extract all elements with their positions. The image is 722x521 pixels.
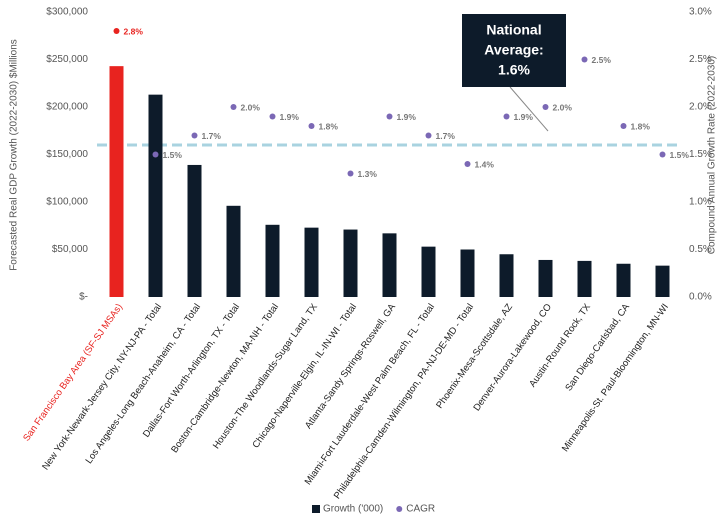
- cagr-point: [620, 123, 627, 129]
- bar: [460, 249, 475, 297]
- y2-tick-label: 2.0%: [689, 102, 712, 113]
- x-tick-label: Denver-Aurora-Lakewood, CO: [471, 302, 554, 413]
- cagr-point: [308, 123, 315, 129]
- point-label: 1.9%: [397, 112, 417, 122]
- point-label: 1.7%: [436, 131, 456, 141]
- legend-label: Growth ('000): [323, 504, 383, 515]
- bar: [148, 94, 163, 298]
- point-label: 2.8%: [124, 26, 144, 36]
- y-tick-label: $250,000: [46, 54, 88, 65]
- point-label: 1.8%: [631, 121, 651, 131]
- cagr-point: [503, 113, 510, 120]
- bar: [382, 233, 397, 297]
- bar: [616, 263, 631, 297]
- point-label: 1.8%: [319, 121, 339, 131]
- legend-swatch: [396, 506, 403, 512]
- bar: [499, 254, 514, 297]
- y-tick-label: $200,000: [46, 102, 88, 113]
- y-tick-label: $100,000: [46, 197, 88, 208]
- y2-tick-label: 1.5%: [689, 149, 712, 160]
- y2-axis-title: Compound Annual Growth Rate (2022-2030): [707, 56, 718, 254]
- bar: [538, 259, 553, 297]
- point-label: 2.0%: [241, 102, 261, 112]
- point-label: 1.5%: [163, 150, 183, 160]
- cagr-point: [113, 28, 120, 34]
- y-tick-label: $-: [79, 292, 88, 303]
- point-label: 2.0%: [553, 102, 573, 112]
- y-tick-label: $300,000: [46, 7, 88, 18]
- y2-tick-label: 2.5%: [689, 54, 712, 65]
- bar: [577, 260, 592, 297]
- callout-box: [462, 14, 566, 87]
- callout-pointer: [509, 86, 549, 132]
- y2-tick-label: 0.5%: [689, 244, 712, 255]
- y-axis-title: Forecasted Real GDP Growth (2022-2030) $…: [9, 39, 20, 271]
- y2-tick-label: 0.0%: [689, 292, 712, 303]
- bar: [304, 227, 319, 297]
- cagr-point: [659, 151, 666, 158]
- y-tick-label: $50,000: [52, 244, 89, 255]
- point-label: 1.4%: [475, 159, 495, 169]
- cagr-point: [425, 132, 432, 139]
- y-tick-label: $150,000: [46, 149, 88, 160]
- cagr-point: [269, 113, 276, 120]
- cagr-point: [542, 104, 549, 110]
- bar: [655, 265, 670, 297]
- cagr-point: [191, 132, 198, 139]
- legend-label: CAGR: [406, 504, 435, 515]
- bar: [109, 66, 124, 298]
- bar: [421, 246, 436, 297]
- bar: [187, 164, 202, 297]
- point-label: 1.7%: [202, 131, 222, 141]
- cagr-point: [230, 104, 237, 110]
- cagr-point: [386, 113, 393, 120]
- cagr-point: [347, 170, 354, 177]
- point-label: 1.5%: [670, 150, 690, 160]
- y2-tick-label: 3.0%: [689, 7, 712, 18]
- callout-text: 1.6%: [498, 62, 530, 78]
- point-label: 2.5%: [592, 55, 612, 65]
- cagr-point: [152, 151, 159, 158]
- legend-swatch: [312, 505, 320, 513]
- cagr-point: [581, 56, 588, 63]
- x-tick-label: Phoenix-Mesa-Scottsdale, AZ: [434, 302, 515, 411]
- y2-tick-label: 1.0%: [689, 197, 712, 208]
- bar: [226, 205, 241, 297]
- callout-text: National: [486, 22, 541, 38]
- point-label: 1.3%: [358, 169, 378, 179]
- bar: [343, 229, 358, 297]
- cagr-point: [464, 161, 471, 167]
- callout-text: Average:: [484, 42, 543, 58]
- bar: [265, 224, 280, 297]
- point-label: 1.9%: [514, 112, 534, 122]
- point-label: 1.9%: [280, 112, 300, 122]
- x-tick-label: Philadelphia-Camden-Wilmington, PA-NJ-DE…: [332, 302, 476, 501]
